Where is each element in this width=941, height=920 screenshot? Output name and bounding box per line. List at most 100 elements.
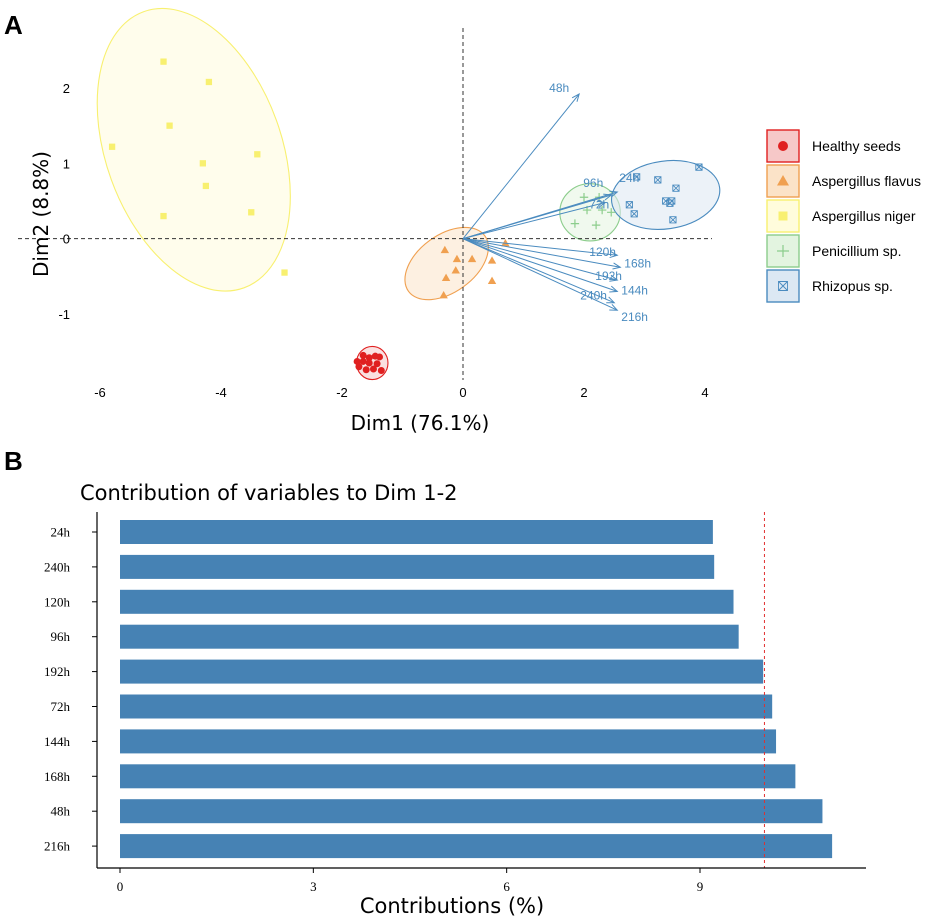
- point-healthy-seeds: [376, 353, 384, 361]
- arrow-label-96h: 96h: [583, 176, 603, 190]
- y-tick-label: 0: [63, 232, 70, 247]
- point-rhizopus-sp-: [695, 163, 703, 171]
- ellipse-rhizopus-sp-: [610, 160, 721, 230]
- legend-marker-rhizopus-sp-: [778, 281, 788, 291]
- panel-b-label: B: [4, 446, 23, 476]
- point-healthy-seeds: [365, 359, 373, 367]
- legend-label-aspergillus-niger: Aspergillus niger: [812, 208, 916, 224]
- arrow-label-240h: 240h: [580, 289, 607, 303]
- point-healthy-seeds: [362, 366, 370, 374]
- point-aspergillus-flavus: [451, 266, 460, 274]
- point-healthy-seeds: [369, 365, 377, 373]
- arrowhead-192h: [609, 274, 619, 282]
- ellipse-aspergillus-flavus: [404, 226, 489, 301]
- point-rhizopus-sp-: [668, 197, 676, 205]
- arrow-label-24h: 24h: [619, 171, 639, 185]
- legend-label-healthy-seeds: Healthy seeds: [812, 138, 901, 154]
- x-tick-label: -6: [94, 385, 106, 400]
- panel-a-label: A: [4, 10, 23, 40]
- legend-marker-aspergillus-niger: [778, 211, 788, 221]
- point-penicillium-sp-: [607, 208, 616, 217]
- y-tick-label-b: 96h: [51, 629, 71, 644]
- bar-240h: [120, 554, 715, 579]
- arrow-label-120h: 120h: [589, 245, 616, 259]
- ellipse-aspergillus-niger: [96, 7, 291, 292]
- point-penicillium-sp-: [591, 220, 601, 230]
- arrowhead-96h: [603, 193, 613, 201]
- x-tick-label: 2: [580, 385, 587, 400]
- arrow-120h: [462, 238, 618, 256]
- y-tick-label-b: 48h: [51, 804, 71, 819]
- point-penicillium-sp-: [570, 219, 580, 228]
- point-aspergillus-niger: [160, 58, 167, 65]
- y-tick-label-b: 144h: [44, 734, 71, 749]
- arrow-216h: [462, 238, 618, 311]
- point-rhizopus-sp-: [633, 173, 641, 181]
- point-aspergillus-flavus: [452, 254, 462, 263]
- x-tick-label: -2: [336, 385, 348, 400]
- y-tick-label: 1: [63, 156, 70, 171]
- arrow-168h: [462, 238, 621, 268]
- arrow-144h: [462, 238, 618, 292]
- x-tick-label-b: 3: [310, 879, 317, 894]
- x-tick-label: -4: [215, 385, 227, 400]
- arrowhead-48h: [571, 93, 580, 102]
- point-penicillium-sp-: [579, 193, 589, 202]
- point-aspergillus-flavus: [501, 238, 510, 247]
- arrow-label-168h: 168h: [624, 256, 651, 270]
- y-tick-label-b: 24h: [51, 525, 71, 540]
- y-tick-label-b: 120h: [44, 594, 71, 609]
- y-tick-label-b: 216h: [44, 839, 71, 854]
- point-rhizopus-sp-: [630, 210, 638, 218]
- point-rhizopus-sp-: [654, 176, 662, 184]
- x-tick-label-b: 6: [503, 879, 510, 894]
- point-rhizopus-sp-: [625, 201, 633, 209]
- x-tick-label: 4: [701, 385, 708, 400]
- axis-ticks: -6 -4 -2 0 2 4 2 1 0 -1: [58, 81, 708, 400]
- y-tick-label: 2: [63, 81, 70, 96]
- y-axis-title: Dim2 (8.8%): [29, 151, 53, 277]
- bar-96h: [120, 624, 739, 649]
- point-healthy-seeds: [353, 357, 361, 365]
- arrow-label-216h: 216h: [621, 310, 648, 324]
- bar-192h: [120, 659, 764, 684]
- point-aspergillus-niger: [199, 160, 206, 167]
- point-aspergillus-niger: [248, 209, 255, 216]
- bar-216h: [120, 834, 833, 859]
- bar-72h: [120, 694, 773, 719]
- point-aspergillus-flavus: [487, 276, 497, 285]
- arrow-96h: [462, 194, 612, 240]
- point-penicillium-sp-: [597, 205, 607, 215]
- bars: 24h 240h 120h 96h 192h 72h 144h 168h 48h 216h: [44, 512, 833, 868]
- point-healthy-seeds: [373, 360, 381, 368]
- point-aspergillus-flavus: [467, 254, 477, 263]
- arrow-72h: [462, 202, 606, 240]
- point-aspergillus-niger: [202, 182, 210, 190]
- point-aspergillus-niger: [108, 143, 116, 150]
- y-tick-label-b: 168h: [44, 769, 71, 784]
- legend-marker-penicillium-sp-: [777, 245, 789, 257]
- point-aspergillus-niger: [281, 269, 288, 276]
- chart-title: Contribution of variables to Dim 1-2: [80, 481, 458, 505]
- point-aspergillus-niger: [160, 212, 167, 220]
- x-axis-title: Dim1 (76.1%): [351, 411, 490, 435]
- bar-120h: [120, 589, 734, 614]
- arrow-240h: [462, 238, 615, 304]
- arrowhead-216h: [609, 303, 619, 311]
- arrowhead-72h: [597, 200, 607, 208]
- zero-lines: [18, 28, 712, 380]
- point-healthy-seeds: [365, 354, 373, 362]
- legend-marker-aspergillus-flavus: [777, 175, 789, 186]
- legend-label-aspergillus-flavus: Aspergillus flavus: [812, 173, 921, 189]
- y-tick-label: -1: [58, 307, 70, 322]
- x-tick-label: 0: [459, 385, 466, 400]
- arrowhead-144h: [609, 285, 619, 293]
- y-tick-label-b: 192h: [44, 664, 71, 679]
- legend-label-penicillium-sp-: Penicillium sp.: [812, 243, 901, 259]
- bar-144h: [120, 729, 777, 754]
- point-healthy-seeds: [355, 363, 363, 371]
- point-aspergillus-niger: [166, 122, 173, 129]
